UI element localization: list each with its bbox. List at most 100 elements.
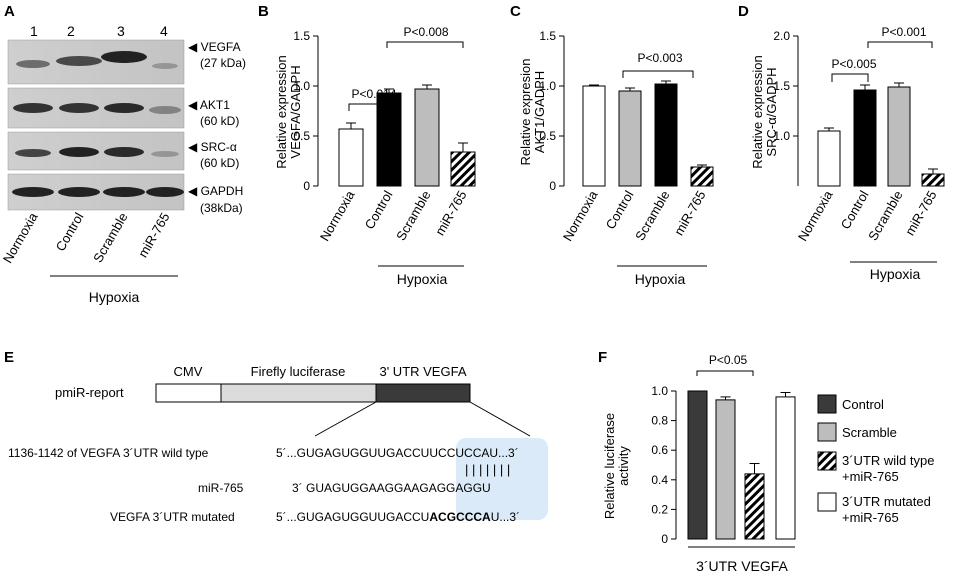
panel-b-significance: P<0.014 P<0.008 (348, 25, 464, 111)
segment-utr (375, 383, 471, 403)
panel-e-letter: E (4, 349, 14, 366)
lane-label-scramble: Scramble (90, 210, 130, 265)
seq-row-label-mir765: miR-765 (198, 481, 244, 495)
bar (775, 396, 796, 540)
pvalue-label: P<0.005 (831, 57, 876, 71)
blot-size-akt1: (60 kD) (200, 114, 239, 128)
category-label: Normoxia (795, 187, 836, 243)
seq-row-label-wildtype: 1136-1142 of VEGFA 3´UTR wild type (8, 446, 209, 460)
legend-swatch-mutated (817, 492, 837, 512)
panel-b-letter: B (258, 3, 269, 20)
y-tick-label: 1.0 (773, 129, 790, 143)
y-tick-label: 0 (661, 532, 668, 546)
seq-wildtype: 5´...GUGAGUGGUUGACCUUCCUCCAU...3´ (276, 446, 519, 460)
blot-size-gapdh: (38kDa) (200, 201, 243, 215)
bar (376, 92, 402, 187)
category-label: Scramble (393, 188, 433, 243)
segment-luciferase (220, 383, 377, 403)
y-tick-label: 0 (549, 179, 556, 193)
construct-name: pmiR-report (55, 385, 124, 400)
bar (582, 85, 606, 187)
panel-c-letter: C (510, 3, 521, 20)
panel-f-ylabel-line1: Relative luciferase (602, 413, 617, 519)
bar (715, 399, 736, 540)
segment-cmv (155, 383, 222, 403)
legend-swatch-scramble (817, 422, 837, 442)
seed-highlight (456, 438, 548, 520)
seq-mir765: 3´ GUAGUGGAAGGAAGAGGAGGU (292, 481, 491, 495)
panel-f-ylabel-line2: activity (616, 446, 631, 486)
category-label: Scramble (865, 188, 905, 243)
panel-c-ylabel-line2: AKT1/GADPH (532, 71, 547, 153)
panel-d: D Relative expression SRC-α/GADPH 1.0 1.5… (738, 3, 945, 282)
category-label: miR-765 (432, 188, 470, 238)
hypoxia-label: Hypoxia (870, 266, 921, 282)
bar (853, 89, 877, 187)
panel-d-ylabel-line2: SRC-α/GADPH (764, 67, 779, 156)
bar (687, 390, 708, 540)
pvalue-label: P<0.001 (881, 25, 926, 39)
bar (618, 90, 642, 187)
category-label: Control (362, 188, 396, 232)
hypoxia-label: Hypoxia (635, 271, 686, 287)
y-tick-label: 1.0 (651, 384, 668, 398)
legend-swatch-control (817, 394, 837, 414)
segment-label-utr: 3' UTR VEGFA (379, 364, 466, 379)
panel-e: E pmiR-report CMV Firefly luciferase 3' … (4, 349, 548, 524)
segment-label-luciferase: Firefly luciferase (251, 364, 346, 379)
panel-a-letter: A (4, 3, 15, 20)
legend-label-mutated: 3´UTR mutated (842, 494, 931, 509)
bar (654, 83, 678, 187)
legend: Control Scramble 3´UTR wild type +miR-76… (817, 394, 934, 525)
y-tick-label: 0.6 (651, 443, 668, 457)
category-label: Scramble (632, 188, 672, 243)
panel-d-ylabel-line1: Relative expression (750, 55, 765, 168)
pvalue-label: P<0.008 (403, 25, 448, 39)
lane-number-4: 4 (160, 23, 168, 39)
y-tick-label: 0.2 (651, 502, 668, 516)
blot-label-gapdh: ◀ GAPDH (188, 184, 243, 198)
blot-gapdh (7, 173, 185, 211)
segment-label-cmv: CMV (174, 364, 203, 379)
blot-src (7, 131, 185, 171)
blot-labels: ◀ VEGFA (27 kDa) ◀ AKT1 (60 kD) ◀ SRC-α … (188, 40, 246, 215)
lane-label-control: Control (53, 210, 87, 254)
hypoxia-label: Hypoxia (89, 289, 140, 305)
panel-c-significance: P<0.003 (622, 51, 694, 78)
y-tick-label: 1.0 (293, 79, 310, 93)
blot-size-vegfa: (27 kDa) (200, 56, 246, 70)
category-label: Normoxia (560, 187, 601, 243)
y-tick-label: 1.0 (539, 79, 556, 93)
panel-f-letter: F (598, 349, 607, 366)
construct-diagram: CMV Firefly luciferase 3' UTR VEGFA (155, 364, 531, 437)
blot-label-src: ◀ SRC-α (188, 140, 237, 154)
lane-label-mir765: miR-765 (135, 210, 173, 260)
panel-c-ylabel-line1: Relative expresion (518, 59, 533, 166)
panel-b-ylabel-line1: Relative expression (274, 55, 289, 168)
legend-label-scramble: Scramble (842, 425, 897, 440)
lane-label-normoxia: Normoxia (0, 209, 41, 265)
pvalue-label: P<0.003 (637, 51, 682, 65)
y-tick-label: 1.5 (293, 29, 310, 43)
legend-label-mutated-2: +miR-765 (842, 510, 899, 525)
panel-d-significance: P<0.005 P<0.001 (831, 25, 933, 82)
y-tick-label: 0.8 (651, 414, 668, 428)
legend-label-wildtype-2: +miR-765 (842, 469, 899, 484)
category-label: Control (838, 188, 872, 232)
bar (414, 88, 440, 187)
lane-number-2: 2 (67, 23, 75, 39)
y-tick-label: 0.4 (651, 473, 668, 487)
y-tick-label: 0.5 (293, 129, 310, 143)
bar (744, 473, 765, 540)
seq-mutated: 5´...GUGAGUGGUUGACCUACGCCCAU...3´ (276, 510, 520, 524)
panel-b-ylabel-line2: VEGFA/GADPH (288, 65, 303, 158)
chart-f: 0 0.2 0.4 0.6 0.8 1.0 (651, 384, 796, 546)
pairing-lines: ||||||| (465, 462, 514, 477)
pvalue-label: P<0.014 (351, 87, 396, 101)
category-label: Control (603, 188, 637, 232)
y-tick-label: 1.5 (539, 29, 556, 43)
panel-f: F Relative luciferase activity 0 0.2 0.4 0.… (598, 349, 934, 574)
